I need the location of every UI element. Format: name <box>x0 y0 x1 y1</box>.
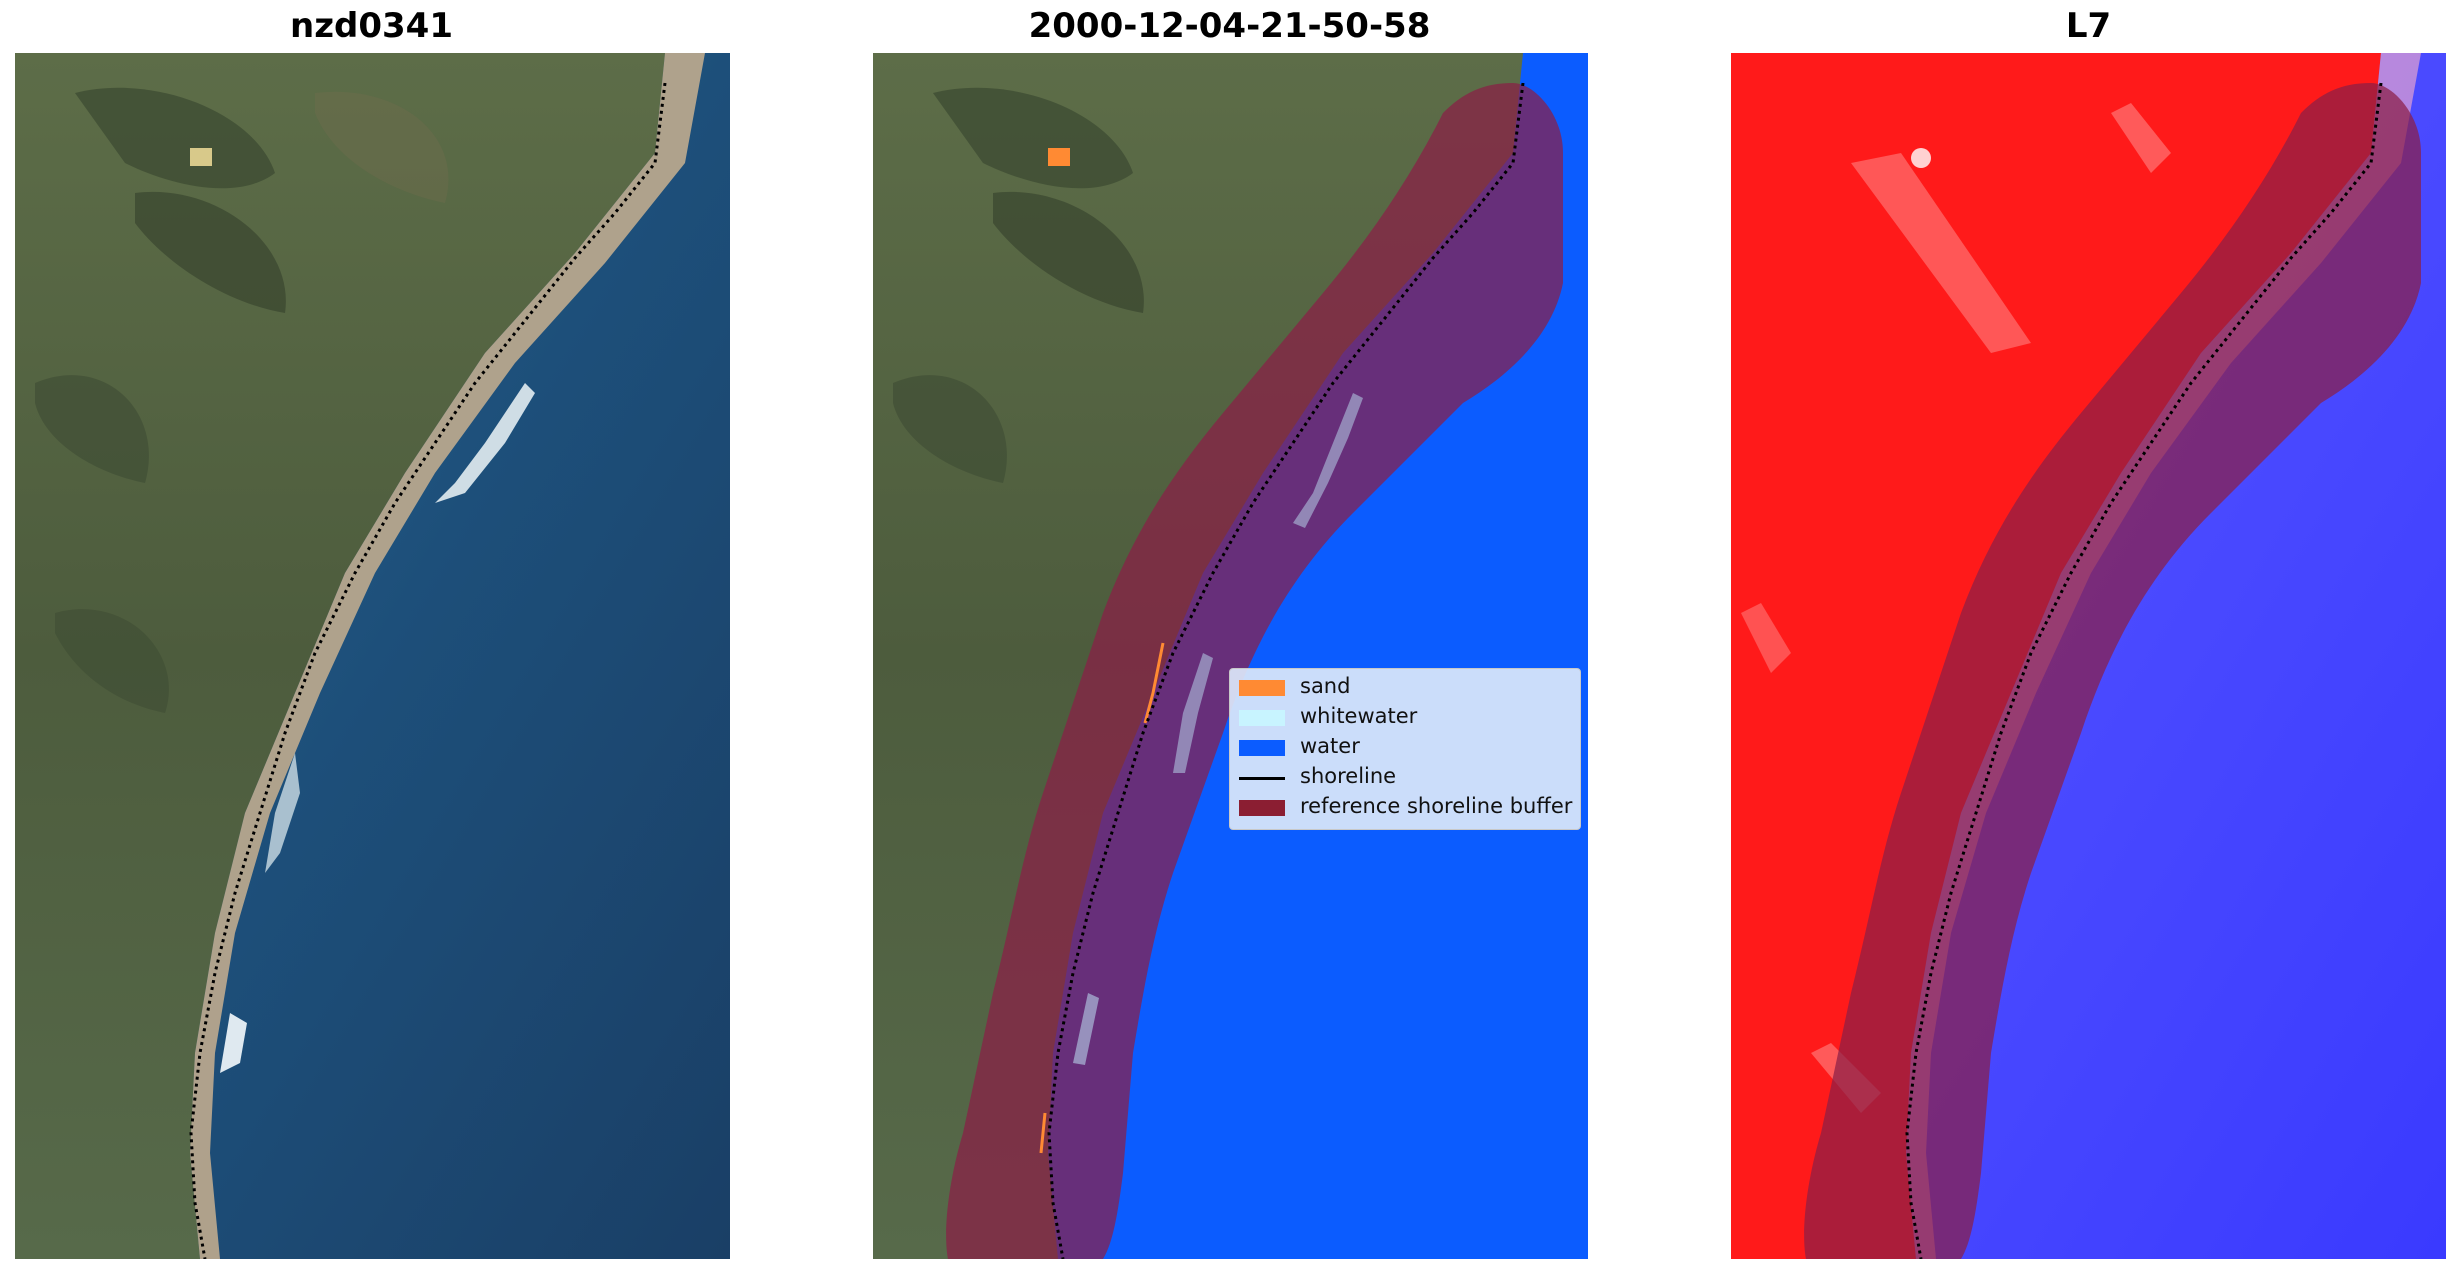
reference-buffer-index <box>1804 83 2421 1259</box>
shoreline-swatch <box>1239 777 1285 780</box>
legend-label-shoreline: shoreline <box>1300 764 1397 788</box>
water-swatch <box>1239 740 1285 756</box>
whitewater-swatch <box>1239 710 1285 726</box>
rgb-image-panel <box>15 53 730 1259</box>
rgb-satellite-image <box>15 53 730 1259</box>
sand-swatch <box>1239 680 1285 696</box>
buffer-swatch <box>1239 800 1285 816</box>
index-image <box>1731 53 2446 1259</box>
panel-title-rgb: nzd0341 <box>290 6 453 46</box>
legend: sand whitewater water shoreline referenc… <box>1229 668 1581 830</box>
panel-title-index: L7 <box>2065 6 2112 46</box>
legend-label-water: water <box>1300 734 1360 758</box>
reference-buffer-classified <box>946 83 1563 1259</box>
legend-label-sand: sand <box>1300 674 1351 698</box>
classified-image-panel <box>873 53 1588 1259</box>
legend-label-buffer: reference shoreline buffer <box>1300 794 1573 818</box>
panel-title-classified: 2000-12-04-21-50-58 <box>1028 6 1431 46</box>
classified-image <box>873 53 1588 1259</box>
index-image-panel <box>1731 53 2446 1259</box>
legend-label-whitewater: whitewater <box>1300 704 1418 728</box>
